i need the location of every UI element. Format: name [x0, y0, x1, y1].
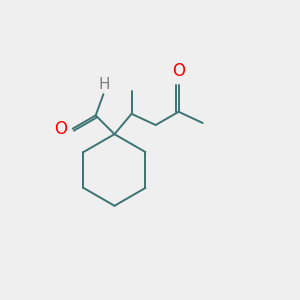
- Text: O: O: [172, 62, 185, 80]
- Text: O: O: [54, 120, 67, 138]
- Text: H: H: [99, 77, 110, 92]
